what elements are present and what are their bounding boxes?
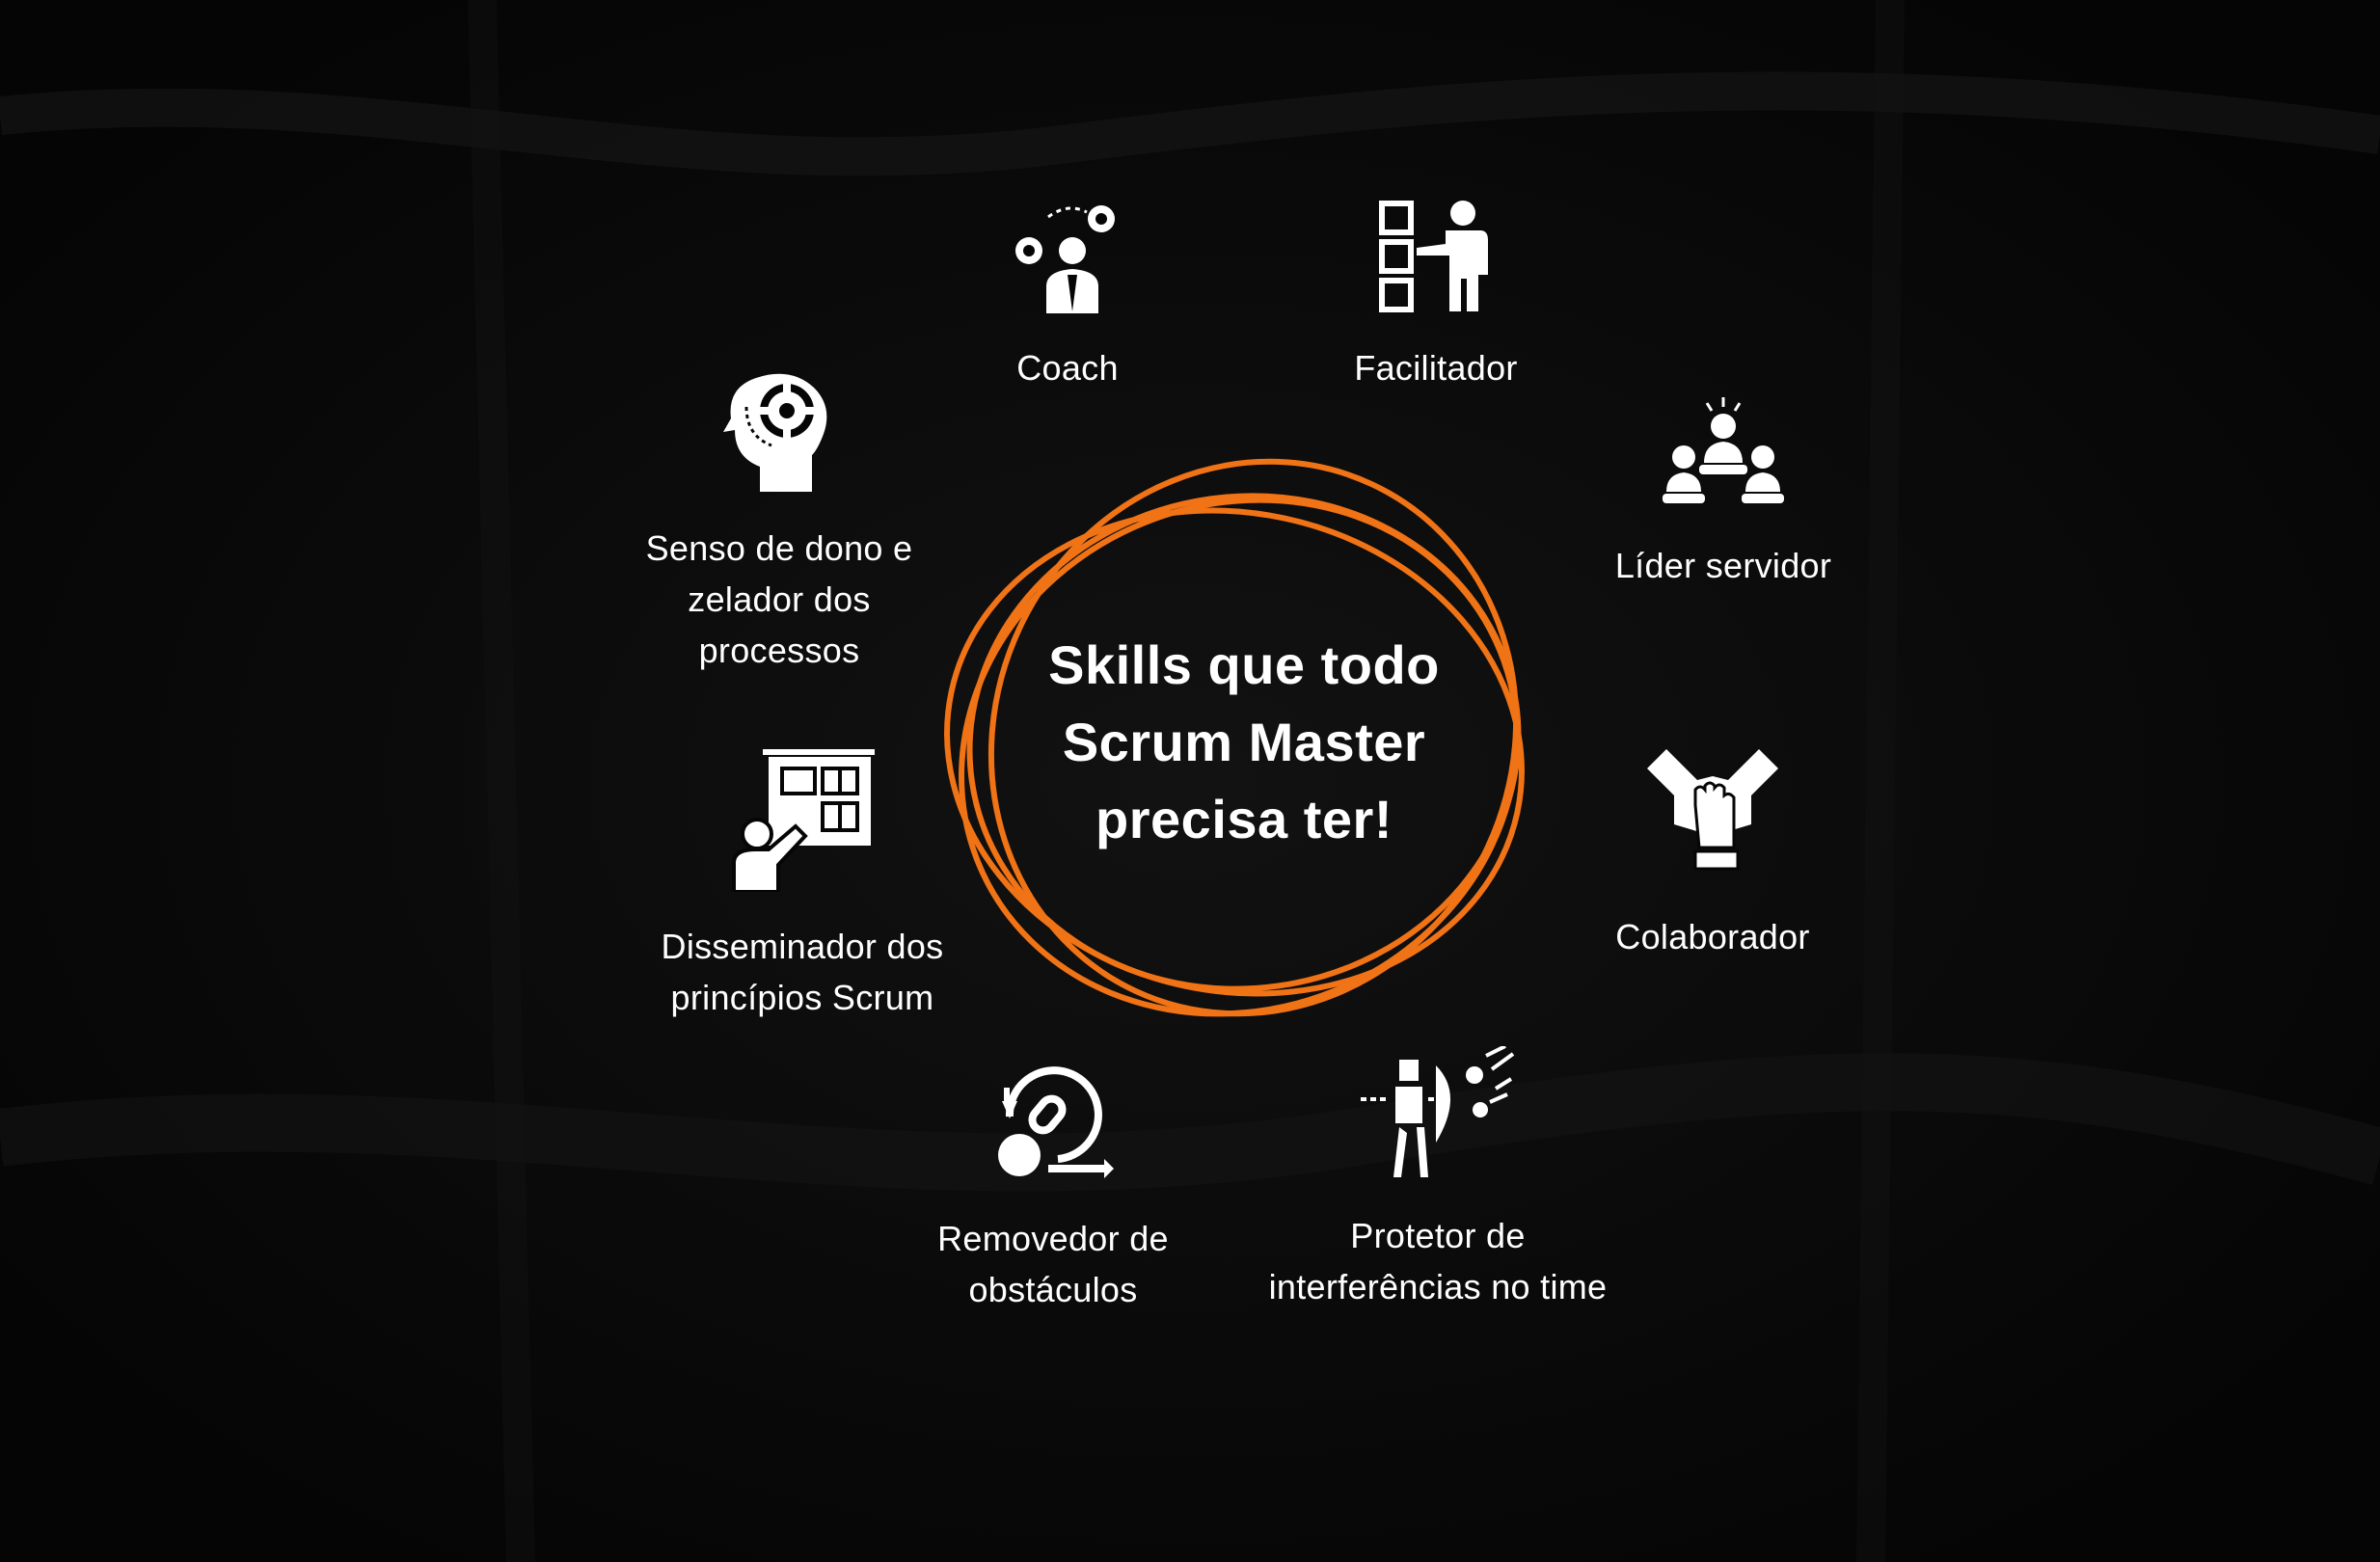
- skill-protetor: Protetor de interferências no time: [1226, 1046, 1650, 1312]
- skill-coach: Coach: [855, 198, 1280, 393]
- coach-gears-icon: [1015, 205, 1115, 313]
- skill-senso-de-dono: Senso de dono e zelador dos processos: [567, 368, 991, 676]
- obstacle-remover-icon: [998, 1066, 1114, 1178]
- collaboration-hands-icon: [1647, 749, 1778, 871]
- skill-lider-servidor: Líder servidor: [1511, 395, 1935, 591]
- orange-scribble-ring: [944, 458, 1525, 1017]
- head-gear-icon: [723, 373, 827, 492]
- center-circle: Skills que todo Scrum Master precisa ter…: [926, 424, 1562, 1061]
- skill-disseminador: Disseminador dos princípios Scrum: [590, 747, 1014, 1023]
- servant-leader-icon: [1663, 397, 1784, 503]
- skill-facilitador: Facilitador: [1224, 198, 1648, 393]
- scrum-board-presenter-icon: [732, 749, 875, 892]
- skill-removedor: Removedor de obstáculos: [841, 1059, 1265, 1315]
- skill-colaborador: Colaborador: [1501, 747, 1925, 962]
- diagram-title: Skills que todo Scrum Master precisa ter…: [1048, 634, 1440, 849]
- facilitator-board-icon: [1379, 201, 1488, 312]
- protector-shield-icon: [1361, 1046, 1515, 1177]
